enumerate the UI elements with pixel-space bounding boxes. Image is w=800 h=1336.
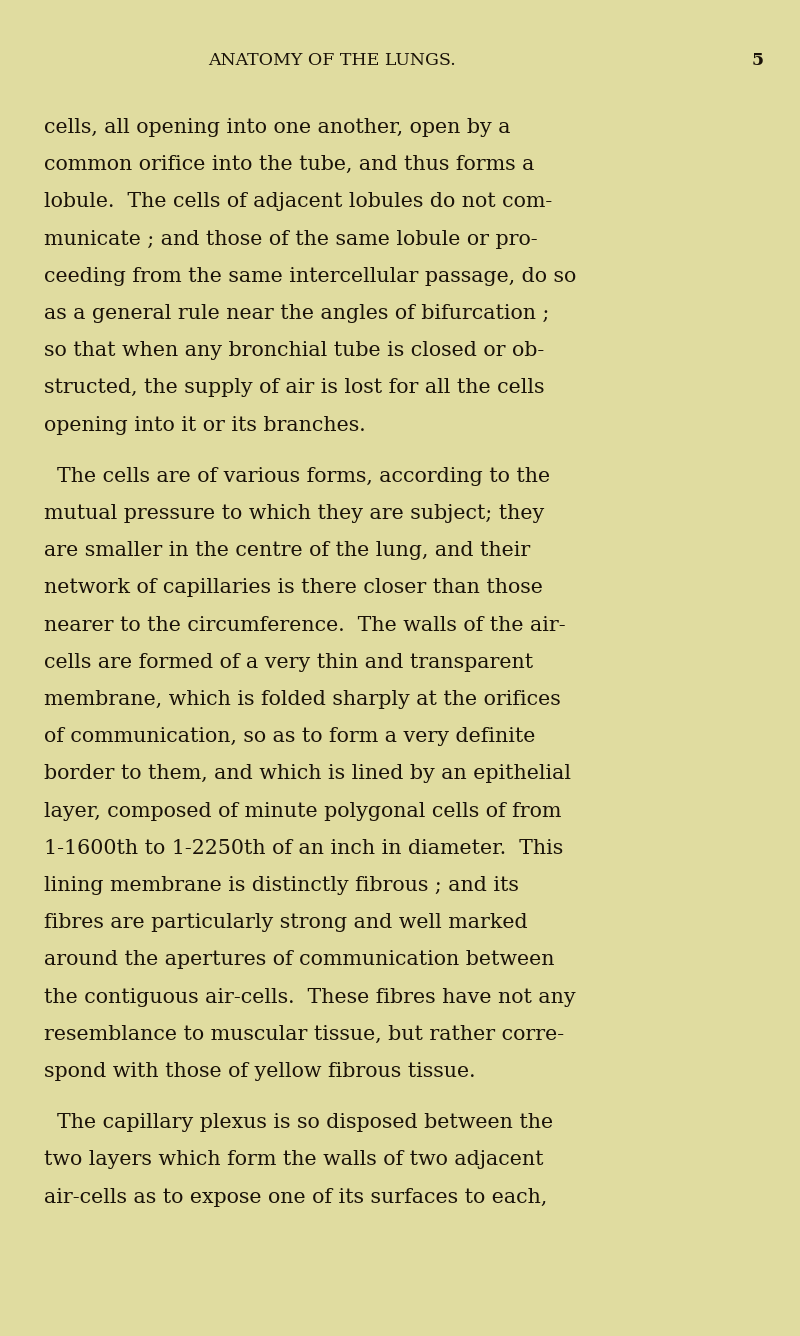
Text: nearer to the circumference.  The walls of the air-: nearer to the circumference. The walls o…: [44, 616, 566, 635]
Text: around the apertures of communication between: around the apertures of communication be…: [44, 950, 554, 970]
Text: border to them, and which is lined by an epithelial: border to them, and which is lined by an…: [44, 764, 571, 783]
Text: membrane, which is folded sharply at the orifices: membrane, which is folded sharply at the…: [44, 689, 561, 709]
Text: The cells are of various forms, according to the: The cells are of various forms, accordin…: [44, 466, 550, 486]
Text: fibres are particularly strong and well marked: fibres are particularly strong and well …: [44, 914, 528, 933]
Text: air-cells as to expose one of its surfaces to each,: air-cells as to expose one of its surfac…: [44, 1188, 547, 1206]
Text: municate ; and those of the same lobule or pro-: municate ; and those of the same lobule …: [44, 230, 538, 248]
Text: cells, all opening into one another, open by a: cells, all opening into one another, ope…: [44, 118, 510, 138]
Text: cells are formed of a very thin and transparent: cells are formed of a very thin and tran…: [44, 653, 533, 672]
Text: The capillary plexus is so disposed between the: The capillary plexus is so disposed betw…: [44, 1113, 553, 1132]
Text: are smaller in the centre of the lung, and their: are smaller in the centre of the lung, a…: [44, 541, 530, 560]
Text: lining membrane is distinctly fibrous ; and its: lining membrane is distinctly fibrous ; …: [44, 876, 519, 895]
Text: mutual pressure to which they are subject; they: mutual pressure to which they are subjec…: [44, 504, 544, 522]
Text: structed, the supply of air is lost for all the cells: structed, the supply of air is lost for …: [44, 378, 545, 397]
Text: common orifice into the tube, and thus forms a: common orifice into the tube, and thus f…: [44, 155, 534, 174]
Text: layer, composed of minute polygonal cells of from: layer, composed of minute polygonal cell…: [44, 802, 562, 820]
Text: ANATOMY OF THE LUNGS.: ANATOMY OF THE LUNGS.: [208, 52, 456, 69]
Text: 1-1600th to 1-2250th of an inch in diameter.  This: 1-1600th to 1-2250th of an inch in diame…: [44, 839, 563, 858]
Text: spond with those of yellow fibrous tissue.: spond with those of yellow fibrous tissu…: [44, 1062, 475, 1081]
Text: resemblance to muscular tissue, but rather corre-: resemblance to muscular tissue, but rath…: [44, 1025, 564, 1043]
Text: two layers which form the walls of two adjacent: two layers which form the walls of two a…: [44, 1150, 543, 1169]
Text: network of capillaries is there closer than those: network of capillaries is there closer t…: [44, 578, 543, 597]
Text: of communication, so as to form a very definite: of communication, so as to form a very d…: [44, 727, 535, 747]
Text: so that when any bronchial tube is closed or ob-: so that when any bronchial tube is close…: [44, 341, 544, 361]
Text: ceeding from the same intercellular passage, do so: ceeding from the same intercellular pass…: [44, 267, 576, 286]
Text: lobule.  The cells of adjacent lobules do not com-: lobule. The cells of adjacent lobules do…: [44, 192, 552, 211]
Text: as a general rule near the angles of bifurcation ;: as a general rule near the angles of bif…: [44, 305, 550, 323]
Text: 5: 5: [752, 52, 764, 69]
Text: opening into it or its branches.: opening into it or its branches.: [44, 415, 366, 434]
Text: the contiguous air-cells.  These fibres have not any: the contiguous air-cells. These fibres h…: [44, 987, 576, 1006]
